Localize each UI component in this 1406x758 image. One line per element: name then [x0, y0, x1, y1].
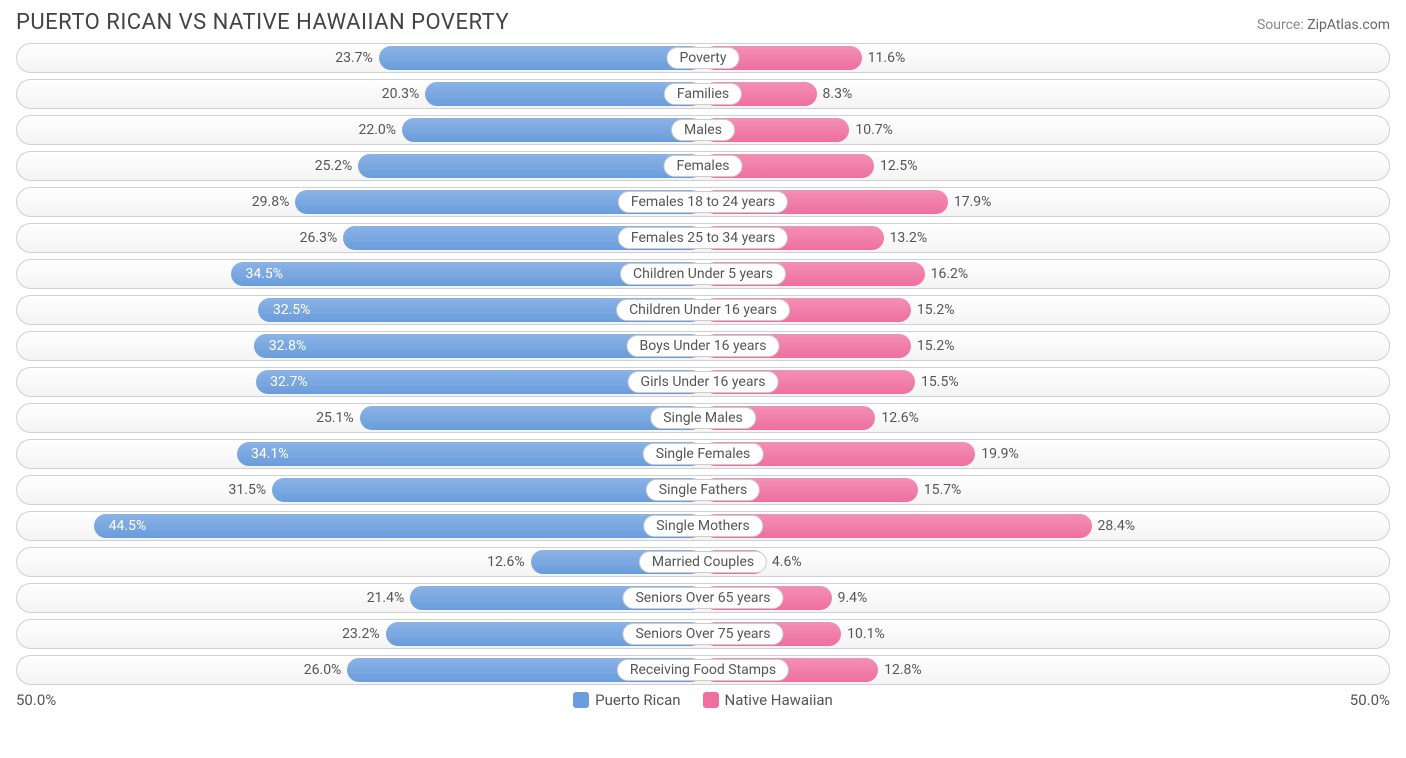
category-label: Families	[664, 83, 742, 105]
category-label: Single Females	[643, 443, 764, 465]
value-right: 11.6%	[868, 50, 906, 66]
chart-row: 22.0% 10.7% Males	[16, 115, 1390, 145]
category-label: Receiving Food Stamps	[617, 659, 789, 681]
bar-left	[237, 442, 703, 466]
value-left: 21.4%	[367, 590, 405, 606]
bar-left	[272, 478, 703, 502]
chart-row: 32.5% 15.2% Children Under 16 years	[16, 295, 1390, 325]
legend-swatch-right	[703, 692, 719, 708]
legend-item-left: Puerto Rican	[573, 691, 680, 709]
chart-row: 44.5% 28.4% Single Mothers	[16, 511, 1390, 541]
chart-row: 26.3% 13.2% Females 25 to 34 years	[16, 223, 1390, 253]
value-right: 4.6%	[772, 554, 802, 570]
value-right: 28.4%	[1098, 518, 1136, 534]
category-label: Females 25 to 34 years	[618, 227, 788, 249]
value-left: 25.2%	[315, 158, 353, 174]
value-left: 44.5%	[109, 518, 147, 534]
value-left: 20.3%	[382, 86, 420, 102]
legend-swatch-left	[573, 692, 589, 708]
chart-row: 12.6% 4.6% Married Couples	[16, 547, 1390, 577]
bar-left	[94, 514, 703, 538]
bar-left	[358, 154, 703, 178]
chart-legend: Puerto Rican Native Hawaiian	[573, 691, 833, 709]
value-left: 12.6%	[487, 554, 525, 570]
chart-row: 34.1% 19.9% Single Females	[16, 439, 1390, 469]
category-label: Children Under 5 years	[620, 263, 786, 285]
value-left: 25.1%	[316, 410, 354, 426]
chart-row: 21.4% 9.4% Seniors Over 65 years	[16, 583, 1390, 613]
value-left: 26.0%	[304, 662, 342, 678]
chart-footer: 50.0% Puerto Rican Native Hawaiian 50.0%	[16, 691, 1390, 709]
value-right: 12.6%	[881, 410, 919, 426]
value-left: 32.8%	[269, 338, 307, 354]
chart-row: 20.3% 8.3% Families	[16, 79, 1390, 109]
legend-label-left: Puerto Rican	[595, 691, 680, 709]
legend-label-right: Native Hawaiian	[725, 691, 833, 709]
chart-row: 32.8% 15.2% Boys Under 16 years	[16, 331, 1390, 361]
value-right: 16.2%	[931, 266, 969, 282]
category-label: Females	[664, 155, 743, 177]
chart-row: 31.5% 15.7% Single Fathers	[16, 475, 1390, 505]
value-right: 17.9%	[954, 194, 992, 210]
bar-left	[402, 118, 703, 142]
chart-row: 23.2% 10.1% Seniors Over 75 years	[16, 619, 1390, 649]
category-label: Single Males	[650, 407, 756, 429]
value-right: 19.9%	[981, 446, 1019, 462]
diverging-bar-chart: 23.7% 11.6% Poverty 20.3% 8.3% Families 22.0% 1…	[16, 43, 1390, 685]
chart-source: Source: ZipAtlas.com	[1257, 17, 1390, 33]
value-left: 22.0%	[358, 122, 396, 138]
chart-row: 32.7% 15.5% Girls Under 16 years	[16, 367, 1390, 397]
value-right: 13.2%	[890, 230, 928, 246]
chart-row: 25.2% 12.5% Females	[16, 151, 1390, 181]
source-label: Source:	[1257, 17, 1304, 33]
category-label: Females 18 to 24 years	[618, 191, 788, 213]
bar-left	[379, 46, 703, 70]
chart-header: PUERTO RICAN VS NATIVE HAWAIIAN POVERTY …	[16, 10, 1390, 35]
value-right: 8.3%	[823, 86, 853, 102]
category-label: Girls Under 16 years	[628, 371, 779, 393]
value-right: 12.5%	[880, 158, 918, 174]
value-right: 15.2%	[917, 302, 955, 318]
chart-row: 25.1% 12.6% Single Males	[16, 403, 1390, 433]
value-left: 32.5%	[273, 302, 311, 318]
legend-item-right: Native Hawaiian	[703, 691, 833, 709]
value-right: 9.4%	[838, 590, 868, 606]
category-label: Seniors Over 65 years	[622, 587, 783, 609]
axis-left-max: 50.0%	[16, 691, 56, 709]
chart-row: 34.5% 16.2% Children Under 5 years	[16, 259, 1390, 289]
value-right: 15.5%	[921, 374, 959, 390]
value-right: 10.1%	[847, 626, 885, 642]
value-right: 10.7%	[855, 122, 893, 138]
category-label: Males	[671, 119, 735, 141]
category-label: Married Couples	[639, 551, 767, 573]
value-right: 15.2%	[917, 338, 955, 354]
value-left: 34.1%	[251, 446, 289, 462]
chart-row: 23.7% 11.6% Poverty	[16, 43, 1390, 73]
source-value: ZipAtlas.com	[1307, 17, 1390, 33]
category-label: Seniors Over 75 years	[622, 623, 783, 645]
value-left: 34.5%	[245, 266, 283, 282]
category-label: Children Under 16 years	[616, 299, 790, 321]
chart-row: 29.8% 17.9% Females 18 to 24 years	[16, 187, 1390, 217]
bar-left	[425, 82, 703, 106]
category-label: Single Mothers	[643, 515, 763, 537]
category-label: Boys Under 16 years	[626, 335, 779, 357]
axis-right-max: 50.0%	[1350, 691, 1390, 709]
chart-row: 26.0% 12.8% Receiving Food Stamps	[16, 655, 1390, 685]
value-left: 23.2%	[342, 626, 380, 642]
value-right: 15.7%	[924, 482, 962, 498]
chart-title: PUERTO RICAN VS NATIVE HAWAIIAN POVERTY	[16, 10, 509, 35]
value-left: 23.7%	[335, 50, 373, 66]
value-left: 29.8%	[252, 194, 290, 210]
value-left: 32.7%	[270, 374, 308, 390]
category-label: Poverty	[666, 47, 739, 69]
value-left: 26.3%	[300, 230, 338, 246]
category-label: Single Fathers	[646, 479, 760, 501]
value-left: 31.5%	[229, 482, 267, 498]
value-right: 12.8%	[884, 662, 922, 678]
